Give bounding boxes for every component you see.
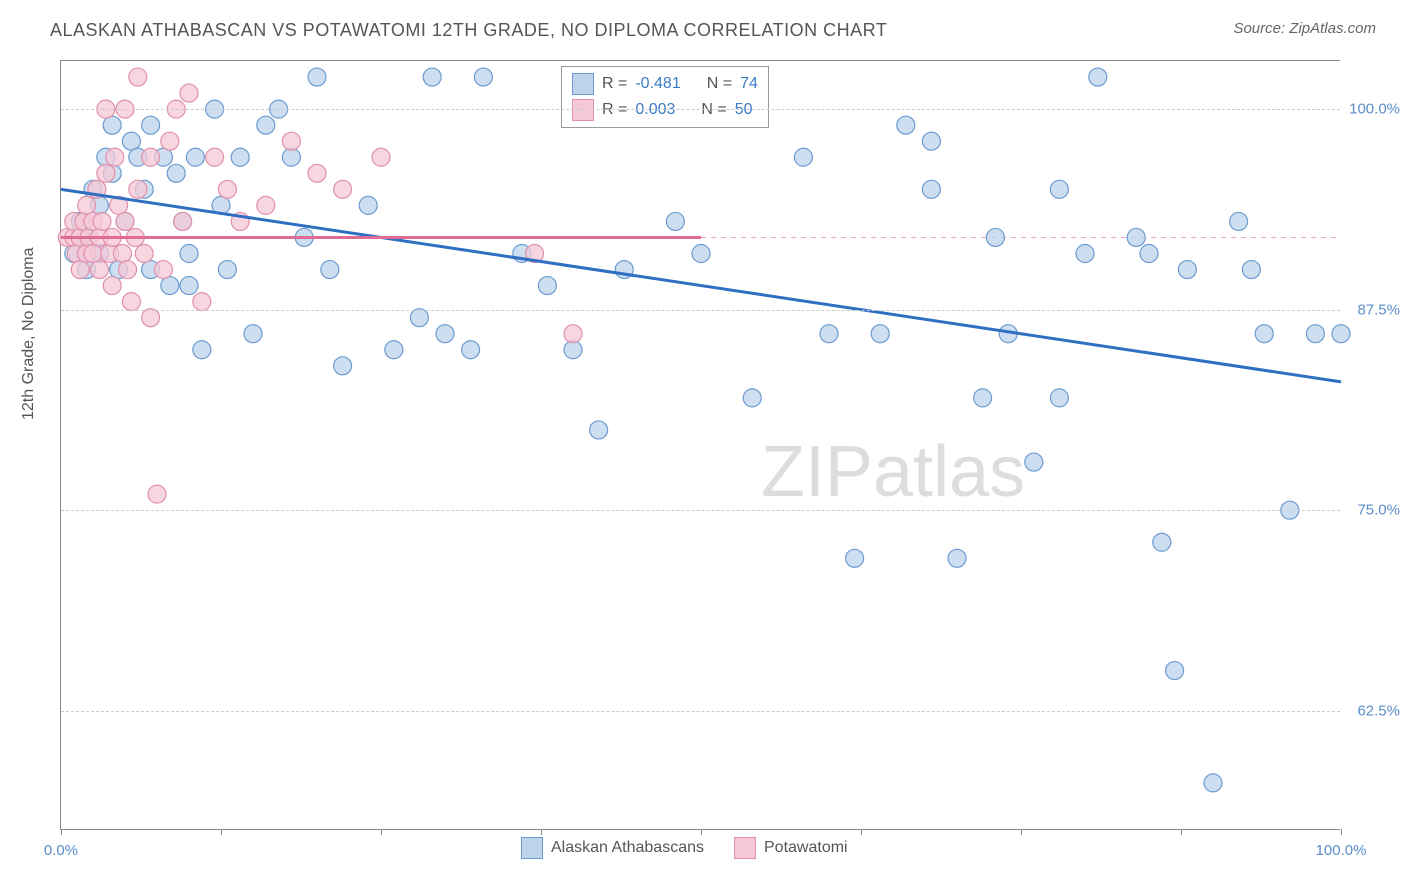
correlation-legend: R =-0.481N =74R =0.003N =50: [561, 66, 769, 128]
y-tick-label: 100.0%: [1349, 101, 1400, 118]
x-tick-label: 0.0%: [44, 842, 78, 859]
x-tick: [541, 829, 542, 835]
legend-label: Potawatomi: [764, 839, 848, 857]
n-label: N =: [707, 75, 732, 93]
gridline: [61, 510, 1340, 511]
legend-swatch: [734, 837, 756, 859]
legend-swatch: [521, 837, 543, 859]
x-tick-label: 100.0%: [1316, 842, 1367, 859]
y-tick-label: 62.5%: [1357, 702, 1400, 719]
x-tick: [221, 829, 222, 835]
chart-svg: [61, 61, 1340, 829]
x-tick: [1181, 829, 1182, 835]
series-legend: Alaskan Athabascans Potawatomi: [521, 837, 848, 859]
legend-label: Alaskan Athabascans: [551, 839, 704, 857]
gridline: [61, 711, 1340, 712]
chart-title: ALASKAN ATHABASCAN VS POTAWATOMI 12TH GR…: [50, 20, 887, 41]
x-tick: [1021, 829, 1022, 835]
r-value: -0.481: [635, 75, 680, 93]
y-tick-label: 75.0%: [1357, 502, 1400, 519]
plot-area: ZIPatlas R =-0.481N =74R =0.003N =50 Ala…: [60, 60, 1340, 830]
x-tick: [381, 829, 382, 835]
x-tick: [1341, 829, 1342, 835]
y-axis-label: 12th Grade, No Diploma: [20, 247, 38, 420]
y-tick-label: 87.5%: [1357, 301, 1400, 318]
source-attribution: Source: ZipAtlas.com: [1233, 20, 1376, 37]
legend-item: Potawatomi: [734, 837, 848, 859]
n-value: 74: [740, 75, 758, 93]
r-label: R =: [602, 75, 627, 93]
x-tick: [701, 829, 702, 835]
legend-swatch: [572, 73, 594, 95]
x-tick: [861, 829, 862, 835]
legend-item: Alaskan Athabascans: [521, 837, 704, 859]
gridline: [61, 109, 1340, 110]
gridline: [61, 310, 1340, 311]
legend-stat-row: R = -0.481 N = 74: [572, 71, 758, 97]
x-tick: [61, 829, 62, 835]
